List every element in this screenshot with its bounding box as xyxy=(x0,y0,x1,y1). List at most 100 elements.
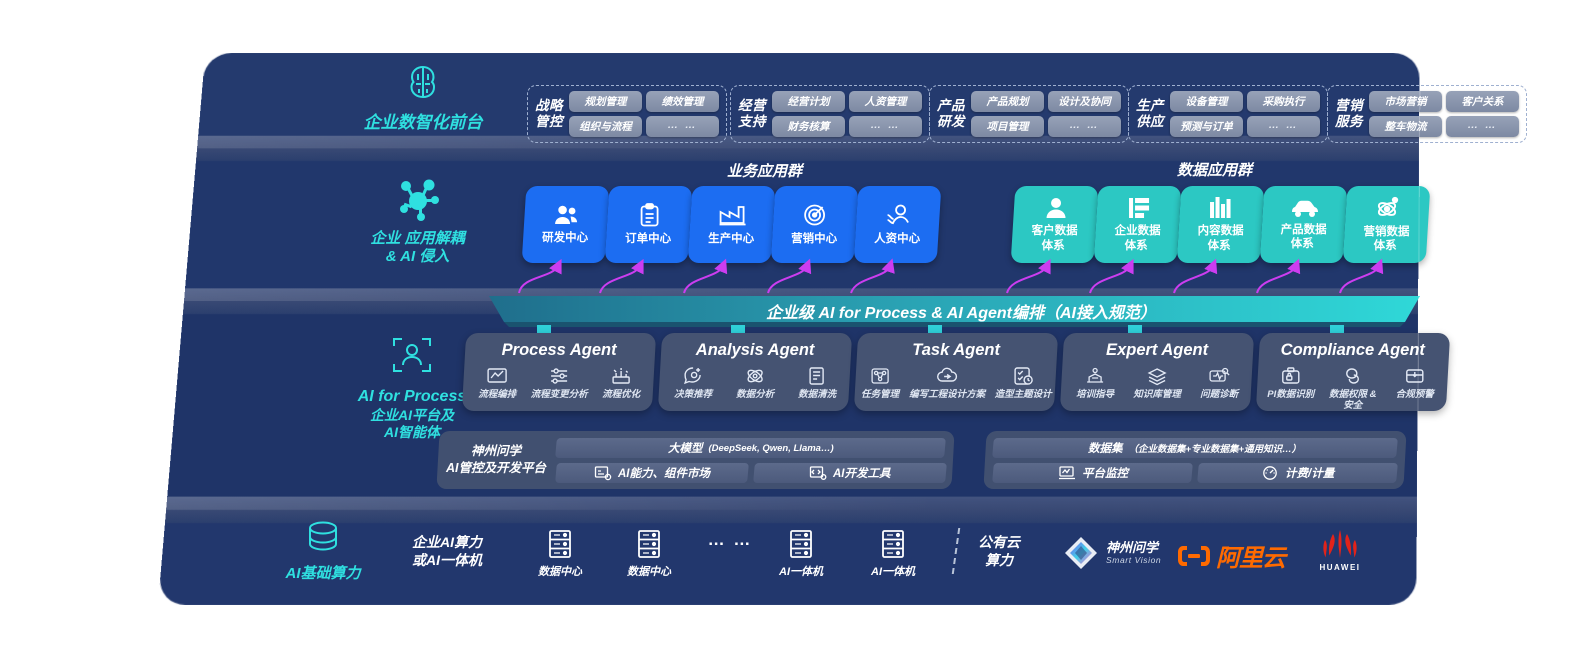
building-icon xyxy=(1128,198,1149,219)
agent-item-label: 问题诊断 xyxy=(1200,389,1239,400)
vendor-shenzhou[interactable]: 神州问学 Smart Vision xyxy=(1062,534,1161,572)
vendor-huawei[interactable]: HUAWEI xyxy=(1312,528,1368,572)
card-hr-center[interactable]: 人资中心 xyxy=(853,186,942,263)
vendor-alibaba-cloud[interactable]: 阿里云 xyxy=(1177,538,1286,573)
agent-item[interactable]: 决策推荐 xyxy=(664,366,722,400)
infra-node-label: AI一体机 xyxy=(871,566,915,578)
public-cloud-text: 公有云 算力 xyxy=(978,534,1020,569)
chip[interactable]: … … xyxy=(646,116,719,137)
chip[interactable]: 规划管理 xyxy=(569,91,642,112)
bars-icon xyxy=(1210,197,1231,219)
platform-bar-monitor[interactable]: 平台监控 xyxy=(992,462,1193,483)
server-icon xyxy=(882,530,904,558)
card-content-data[interactable]: 内容数据 体系 xyxy=(1176,186,1265,263)
chip[interactable]: 产品规划 xyxy=(971,91,1044,112)
card-label: 产品数据 xyxy=(1280,223,1327,236)
chip[interactable]: 采购执行 xyxy=(1247,91,1320,112)
rail-decoupling: 企业 应用解耦 & AI 侵入 xyxy=(330,178,505,267)
agent-item-label: 编写工程设计方案 xyxy=(909,389,986,400)
group-marketing-service[interactable]: 营销 服务 市场营销 客户关系 整车物流 … … xyxy=(1327,85,1527,143)
chip[interactable]: 财务核算 xyxy=(772,116,845,137)
group-operations[interactable]: 经营 支持 经营计划 人资管理 财务核算 … … xyxy=(730,85,930,143)
chip[interactable]: … … xyxy=(1446,116,1519,137)
cloud-gear-icon xyxy=(937,367,958,382)
agent-item[interactable]: 培训指导 xyxy=(1066,366,1124,400)
platform-bar-ai-market[interactable]: AI能力、组件市场 xyxy=(555,462,749,483)
chip-list-operations: 经营计划 人资管理 财务核算 … … xyxy=(772,91,922,137)
chip[interactable]: 经营计划 xyxy=(772,91,845,112)
card-label: 客户数据 xyxy=(1031,225,1078,238)
agent-item[interactable]: 合规预警 xyxy=(1386,366,1444,400)
chip[interactable]: 绩效管理 xyxy=(646,91,719,112)
chip[interactable]: 设备管理 xyxy=(1170,91,1243,112)
agent-item[interactable]: 问题诊断 xyxy=(1190,366,1248,400)
agent-item-label: 数据清洗 xyxy=(798,389,837,400)
agent-item[interactable]: PI数据识别 xyxy=(1262,366,1320,400)
card-marketing-center[interactable]: 营销中心 xyxy=(770,186,859,263)
agent-item[interactable]: 任务管理 xyxy=(857,366,903,400)
platform-left[interactable]: 神州问学 AI管控及开发平台 大模型 (DeepSeek, Qwen, Llam… xyxy=(436,431,955,489)
infra-node-ai1[interactable]: AI一体机 xyxy=(772,528,830,579)
id-lock-icon xyxy=(1282,367,1300,384)
card-label: 订单中心 xyxy=(624,232,671,245)
card-customer-data[interactable]: 客户数据 体系 xyxy=(1010,186,1099,263)
rail-ai-process: AI for Process 企业AI平台及 AI智能体 xyxy=(322,332,502,441)
card-marketing-data[interactable]: 营销数据 体系 xyxy=(1342,186,1431,263)
agent-item[interactable]: 知识库管理 xyxy=(1128,366,1186,400)
chip[interactable]: 客户关系 xyxy=(1446,91,1519,112)
agent-item[interactable]: 数据清洗 xyxy=(788,366,846,400)
chip[interactable]: … … xyxy=(1247,116,1320,137)
shield-cloud-icon xyxy=(1346,368,1359,384)
chip[interactable]: … … xyxy=(849,116,922,137)
rail-label-decoupling-1: 企业 应用解耦 xyxy=(370,230,465,247)
market-icon xyxy=(594,465,612,480)
platform-bar-dataset[interactable]: 数据集 （企业数据集+专业数据集+通用知识…） xyxy=(992,437,1398,458)
platform-bar-devtools[interactable]: AI开发工具 xyxy=(752,462,946,483)
chip[interactable]: … … xyxy=(1048,116,1121,137)
infra-node-ai2[interactable]: AI一体机 xyxy=(864,528,922,579)
chip[interactable]: 组织与流程 xyxy=(569,116,642,137)
card-product-data[interactable]: 产品数据 体系 xyxy=(1259,186,1348,263)
platform-right[interactable]: 数据集 （企业数据集+专业数据集+通用知识…） 平台监控 计费/计量 xyxy=(983,431,1407,489)
agent-item[interactable]: 流程优化 xyxy=(592,366,650,400)
agent-task[interactable]: Task Agent 任务管理 编写工程设计方案 xyxy=(853,333,1059,411)
platform-bar-llm[interactable]: 大模型 (DeepSeek, Qwen, Llama…) xyxy=(555,437,946,458)
chip[interactable]: 项目管理 xyxy=(971,116,1044,137)
infra-node-dc1[interactable]: 数据中心 xyxy=(531,528,589,579)
group-product-rd[interactable]: 产品 研发 产品规划 设计及协同 项目管理 … … xyxy=(929,85,1129,143)
platform-bar-label: 数据集 xyxy=(1088,442,1123,455)
monitor-icon xyxy=(1058,465,1075,479)
atom-icon xyxy=(1377,196,1399,216)
platform-bar-billing[interactable]: 计费/计量 xyxy=(1197,462,1398,483)
agent-process[interactable]: Process Agent 流程编排 流程变更分析 xyxy=(461,333,657,411)
agent-compliance[interactable]: Compliance Agent PI数据识别 数据权限 & 安全 xyxy=(1255,333,1451,411)
card-rd-center[interactable]: 研发中心 xyxy=(521,186,610,263)
agent-expert[interactable]: Expert Agent 培训指导 知识库管理 xyxy=(1059,333,1255,411)
agent-item[interactable]: 流程变更分析 xyxy=(530,366,588,400)
chip[interactable]: 整车物流 xyxy=(1369,116,1442,137)
card-label: 体系 xyxy=(1373,240,1397,252)
card-production-center[interactable]: 生产中心 xyxy=(687,186,776,263)
agent-item[interactable]: 数据分析 xyxy=(726,366,784,400)
chip[interactable]: 设计及协同 xyxy=(1048,91,1121,112)
infra-node-dc2[interactable]: 数据中心 xyxy=(620,528,678,579)
gauge-icon xyxy=(1263,465,1277,480)
group-strategy[interactable]: 战略 管控 规划管理 绩效管理 组织与流程 … … xyxy=(527,85,727,143)
card-enterprise-data[interactable]: 企业数据 体系 xyxy=(1093,186,1182,263)
agent-item[interactable]: 流程编排 xyxy=(468,366,526,400)
card-label: 营销数据 xyxy=(1363,225,1410,238)
group-production-supply[interactable]: 生产 供应 设备管理 采购执行 预测与订单 … … xyxy=(1128,85,1328,143)
chip[interactable]: 预测与订单 xyxy=(1170,116,1243,137)
target-icon xyxy=(804,205,825,226)
card-order-center[interactable]: 订单中心 xyxy=(604,186,693,263)
agent-item[interactable]: 数据权限 & 安全 xyxy=(1324,366,1382,411)
agent-analysis[interactable]: Analysis Agent 决策推荐 数据分析 xyxy=(657,333,853,411)
card-label: 体系 xyxy=(1124,239,1148,252)
chip[interactable]: 市场营销 xyxy=(1369,91,1442,112)
chip[interactable]: 人资管理 xyxy=(849,91,922,112)
rail-front-office: 企业数智化前台 xyxy=(338,62,508,134)
agent-item[interactable]: 造型主题设计 xyxy=(991,366,1055,400)
agent-item[interactable]: 编写工程设计方案 xyxy=(907,366,987,400)
ai-orchestration-banner: 企业级 AI for Process & AI Agent编排（AI接入规范） xyxy=(766,305,1156,322)
user-icon xyxy=(1046,198,1066,219)
